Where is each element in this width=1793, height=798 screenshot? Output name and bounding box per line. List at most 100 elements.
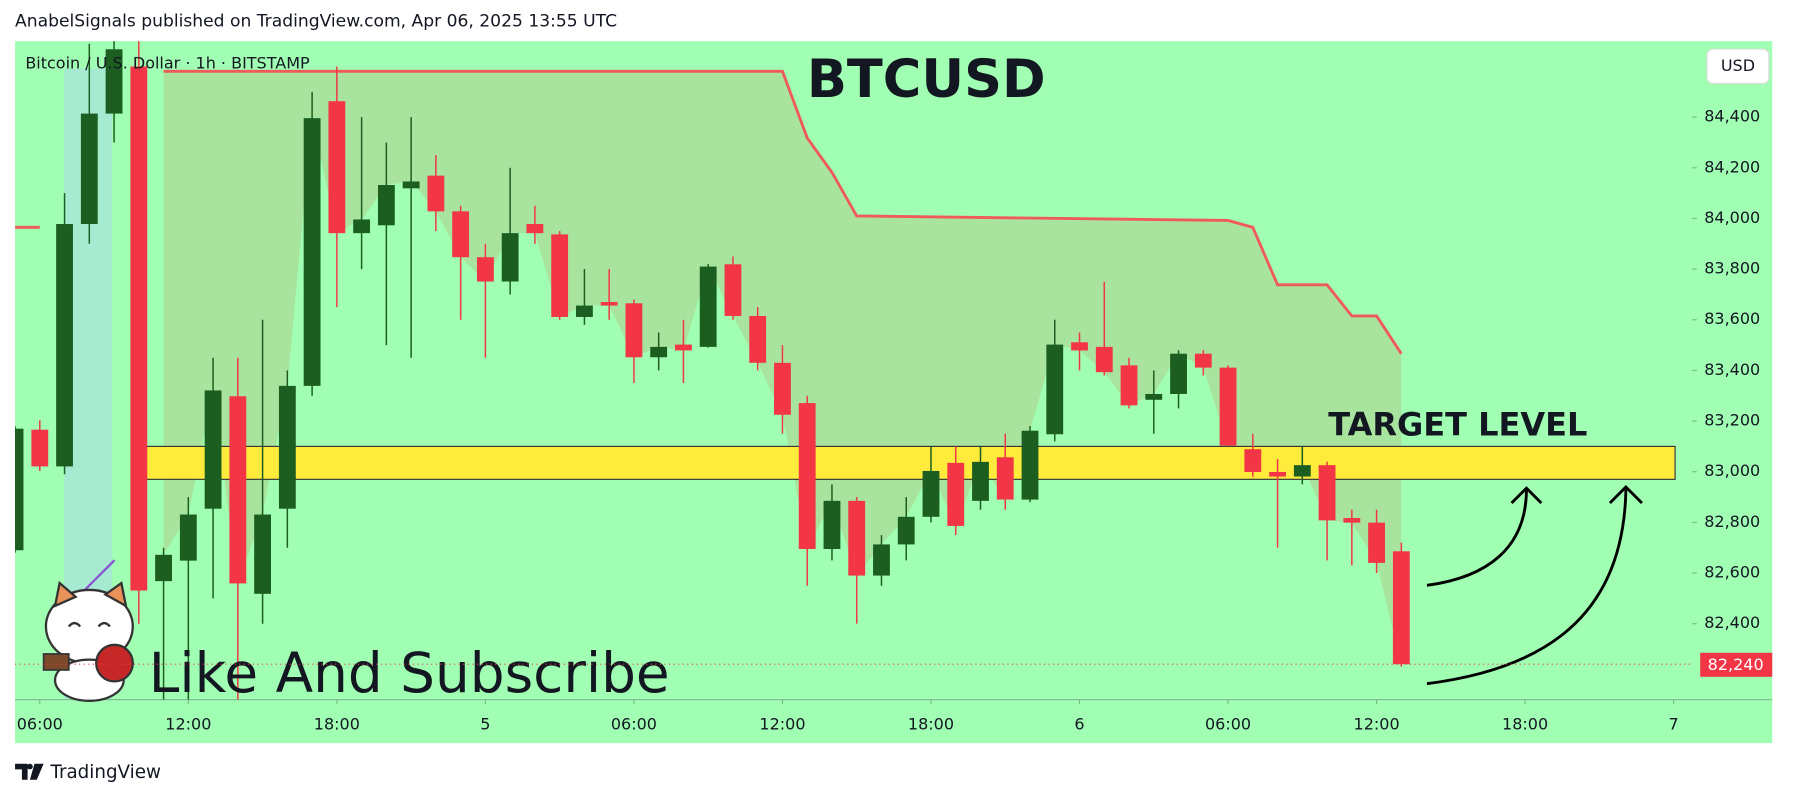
candle-body bbox=[1293, 465, 1311, 477]
candle-body bbox=[947, 462, 965, 526]
candle-body bbox=[897, 516, 915, 545]
candle-body bbox=[1368, 522, 1386, 563]
candle bbox=[130, 41, 148, 624]
candle bbox=[823, 484, 841, 561]
candle-body bbox=[1021, 430, 1039, 500]
candle bbox=[897, 497, 915, 561]
candle-body bbox=[996, 457, 1014, 500]
y-tick-label: 83,000 bbox=[1704, 461, 1760, 480]
mascot bbox=[42, 559, 134, 702]
x-tick-label: 18:00 bbox=[1502, 714, 1548, 733]
candle bbox=[31, 420, 49, 471]
candle-body bbox=[749, 315, 767, 363]
candle bbox=[1343, 509, 1361, 566]
x-tick-label: 06:00 bbox=[611, 714, 657, 733]
x-tick-label: 7 bbox=[1669, 714, 1679, 733]
candle-body bbox=[873, 544, 890, 576]
candle-body bbox=[724, 264, 742, 316]
candle-body bbox=[328, 101, 346, 234]
candle bbox=[278, 370, 296, 548]
candle-body bbox=[972, 461, 989, 501]
candle-body bbox=[551, 234, 569, 317]
candle-body bbox=[56, 224, 73, 467]
candle bbox=[105, 41, 123, 143]
candle bbox=[303, 91, 321, 396]
arrows bbox=[1426, 485, 1643, 686]
candle-body bbox=[452, 211, 470, 258]
candle-body bbox=[1343, 518, 1361, 523]
candle-body bbox=[476, 257, 494, 282]
candle-body bbox=[1244, 449, 1262, 472]
candle-body bbox=[600, 302, 618, 306]
candle bbox=[996, 433, 1014, 510]
candle-body bbox=[1095, 346, 1113, 373]
candle bbox=[947, 446, 965, 536]
candle bbox=[1194, 350, 1212, 376]
y-tick-label: 83,200 bbox=[1704, 411, 1760, 430]
candle-body bbox=[774, 362, 791, 415]
candle-body bbox=[1269, 471, 1286, 477]
y-tick-label: 82,800 bbox=[1704, 512, 1760, 531]
candle-body bbox=[675, 344, 692, 351]
symbol-label: Bitcoin / U.S. Dollar · 1h · BITSTAMP bbox=[25, 54, 310, 73]
x-tick-label: 6 bbox=[1074, 714, 1084, 733]
x-tick-label: 12:00 bbox=[759, 714, 805, 733]
plot bbox=[15, 41, 1676, 700]
candle bbox=[526, 205, 544, 244]
candle bbox=[873, 535, 890, 586]
candle bbox=[650, 332, 668, 371]
candle-body bbox=[1318, 465, 1336, 521]
candle-body bbox=[204, 390, 222, 509]
x-tick-label: 06:00 bbox=[1205, 714, 1251, 733]
candle-body bbox=[798, 403, 816, 549]
candle bbox=[848, 497, 866, 624]
candle bbox=[575, 269, 593, 325]
indicator-line bbox=[15, 69, 1403, 355]
x-tick-label: 18:00 bbox=[314, 714, 360, 733]
candle bbox=[625, 299, 643, 384]
x-tick-label: 06:00 bbox=[17, 714, 63, 733]
candle bbox=[1120, 357, 1138, 409]
candle-body bbox=[254, 514, 272, 594]
y-tick-label: 84,400 bbox=[1704, 107, 1760, 126]
currency-box[interactable] bbox=[1706, 48, 1770, 85]
candle bbox=[427, 155, 445, 232]
candle bbox=[1095, 281, 1113, 376]
candle-body bbox=[402, 181, 420, 189]
candle-body bbox=[278, 385, 296, 509]
candle-body bbox=[1170, 353, 1187, 394]
candle-body bbox=[1219, 367, 1237, 446]
candle bbox=[1046, 319, 1064, 442]
candle bbox=[1145, 370, 1163, 434]
candle bbox=[229, 357, 247, 700]
candle bbox=[1170, 350, 1187, 409]
candle bbox=[476, 243, 494, 358]
candle bbox=[452, 205, 470, 320]
y-tick-label: 84,200 bbox=[1704, 157, 1760, 176]
candle-body bbox=[501, 233, 519, 282]
candle-body bbox=[31, 429, 49, 467]
candle-body bbox=[130, 66, 148, 591]
candle-body bbox=[650, 346, 668, 358]
candle-body bbox=[353, 219, 371, 234]
candle bbox=[254, 319, 272, 624]
candle-body bbox=[823, 500, 841, 549]
candle-body bbox=[303, 118, 321, 386]
candle bbox=[1269, 459, 1286, 548]
publish-header: AnabelSignals published on TradingView.c… bbox=[15, 12, 617, 32]
candle-body bbox=[229, 396, 247, 584]
y-tick-label: 84,000 bbox=[1704, 208, 1760, 227]
candle bbox=[699, 264, 717, 348]
last-price-box bbox=[1700, 652, 1773, 677]
candle-body bbox=[625, 303, 643, 358]
x-tick-label: 12:00 bbox=[165, 714, 211, 733]
candle-body bbox=[526, 224, 544, 234]
candle bbox=[1318, 461, 1336, 561]
candle bbox=[1219, 365, 1237, 447]
x-tick-label: 5 bbox=[480, 714, 490, 733]
candle bbox=[774, 345, 791, 434]
footer-brand: TradingView bbox=[49, 762, 161, 783]
candle-body bbox=[575, 305, 593, 317]
target-zone bbox=[145, 445, 1676, 480]
